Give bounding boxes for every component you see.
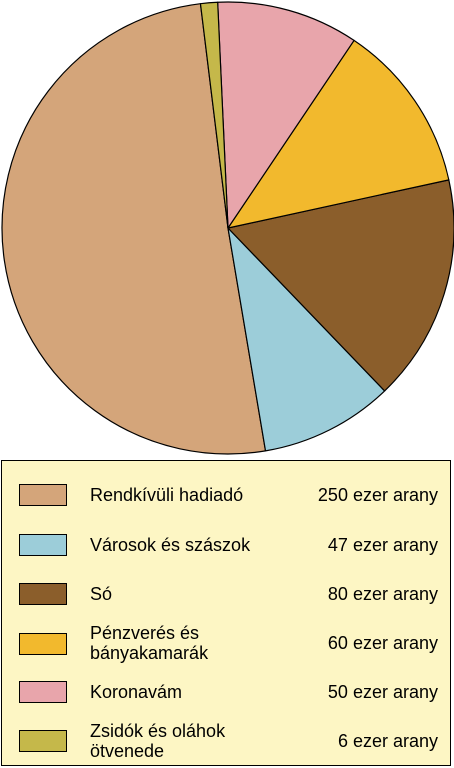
legend-label: Koronavám bbox=[90, 682, 183, 702]
legend: Rendkívüli hadiadó 250 ezer arany Városo… bbox=[1, 460, 451, 766]
legend-row-so: Só 80 ezer arany bbox=[2, 574, 450, 614]
legend-row-rendkivuli-hadiado: Rendkívüli hadiadó 250 ezer arany bbox=[2, 475, 450, 515]
pie-slice-3 bbox=[227, 179, 454, 392]
legend-label: Rendkívüli hadiadó bbox=[90, 485, 244, 505]
legend-label-line: ötvenede bbox=[90, 741, 165, 761]
pie-slice-2 bbox=[227, 227, 386, 452]
legend-label: Só bbox=[90, 584, 113, 604]
legend-row-koronavam: Koronavám 50 ezer arany bbox=[2, 672, 450, 712]
legend-label: Városok és szászok bbox=[90, 535, 251, 555]
legend-swatch bbox=[19, 583, 67, 605]
pie-slice-4 bbox=[227, 39, 450, 229]
legend-row-zsidok-es-olahok-otvenede: Zsidók és oláhok ötvenede 6 ezer arany bbox=[2, 721, 450, 761]
legend-value: 47 ezer arany bbox=[327, 535, 438, 555]
pie-chart bbox=[1, 1, 454, 455]
legend-label-line: Pénzverés és bbox=[90, 623, 200, 643]
legend-label-multiline: Zsidók és oláhok ötvenede bbox=[90, 721, 290, 761]
pie-slice-1 bbox=[1, 3, 267, 455]
legend-value: 60 ezer arany bbox=[327, 633, 438, 653]
legend-row-penzveres-es-banyakamarak: Pénzverés és bányakamarák 60 ezer arany bbox=[2, 623, 450, 663]
legend-label-line: Zsidók és oláhok bbox=[90, 721, 226, 741]
legend-label-line: bányakamarák bbox=[90, 643, 209, 663]
legend-label-multiline: Pénzverés és bányakamarák bbox=[90, 623, 290, 663]
legend-value: 50 ezer arany bbox=[327, 682, 438, 702]
pie-slice-6 bbox=[199, 1, 229, 229]
legend-swatch bbox=[19, 633, 67, 655]
legend-value: 80 ezer arany bbox=[327, 584, 438, 604]
pie-slice-5 bbox=[217, 1, 355, 229]
legend-swatch bbox=[19, 730, 67, 752]
legend-value: 6 ezer arany bbox=[337, 731, 438, 751]
legend-swatch bbox=[19, 534, 67, 556]
legend-swatch bbox=[19, 681, 67, 703]
legend-row-varosok-es-szaszok: Városok és szászok 47 ezer arany bbox=[2, 525, 450, 565]
legend-value: 250 ezer arany bbox=[317, 485, 438, 505]
legend-swatch bbox=[19, 484, 67, 506]
